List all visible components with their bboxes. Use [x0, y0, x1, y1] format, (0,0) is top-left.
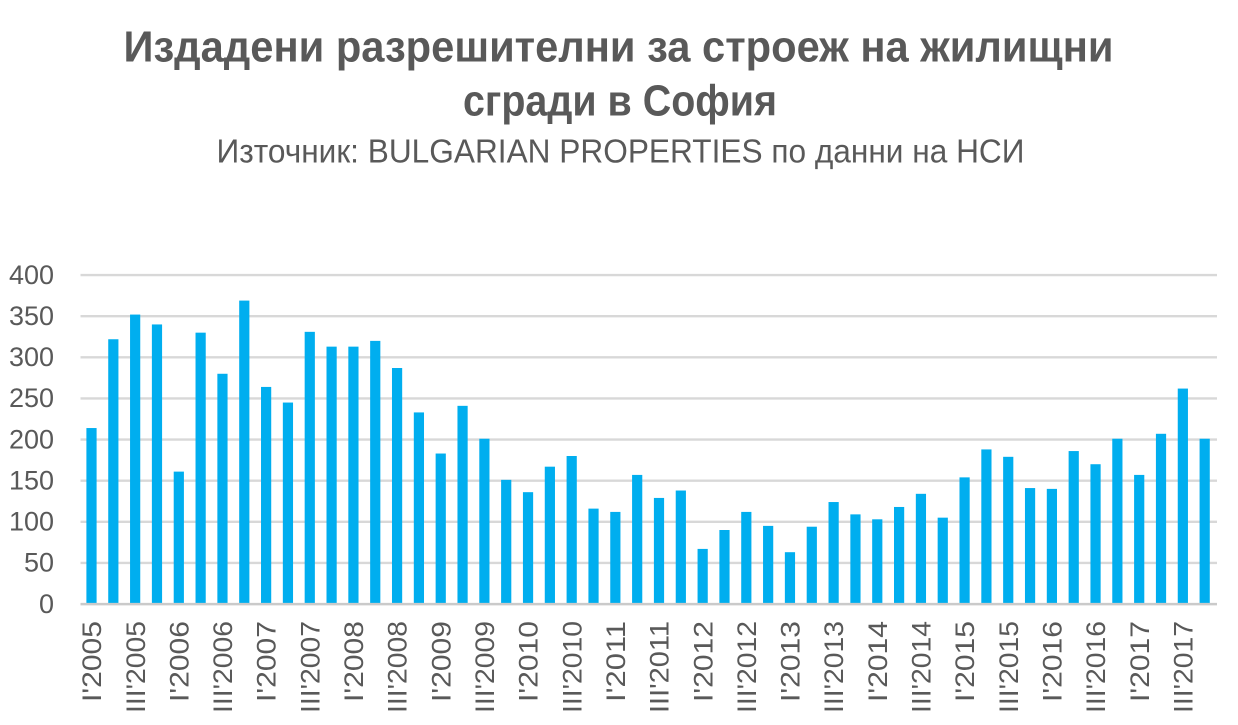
svg-text:III'2017: III'2017: [1168, 621, 1198, 713]
svg-text:I'2014: I'2014: [863, 621, 893, 702]
svg-text:150: 150: [9, 465, 54, 495]
svg-text:сгради в София: сгради в София: [463, 77, 777, 126]
svg-text:I'2012: I'2012: [688, 621, 718, 702]
svg-text:I'2007: I'2007: [252, 621, 282, 702]
svg-text:I'2008: I'2008: [339, 621, 369, 702]
svg-text:III'2008: III'2008: [383, 621, 413, 713]
svg-text:I'2013: I'2013: [776, 621, 806, 702]
svg-text:III'2016: III'2016: [1081, 621, 1111, 713]
svg-text:III'2014: III'2014: [907, 621, 937, 713]
svg-text:I'2016: I'2016: [1037, 621, 1067, 702]
svg-text:300: 300: [9, 342, 54, 372]
svg-text:Източник: BULGARIAN PROPERTIES: Източник: BULGARIAN PROPERTIES по данни …: [217, 133, 1025, 170]
svg-text:50: 50: [24, 548, 54, 578]
svg-text:III'2009: III'2009: [470, 621, 500, 713]
svg-text:350: 350: [9, 301, 54, 331]
svg-text:I'2011: I'2011: [601, 621, 631, 702]
svg-text:I'2017: I'2017: [1125, 621, 1155, 702]
svg-text:I'2006: I'2006: [164, 621, 194, 702]
svg-text:200: 200: [9, 424, 54, 454]
svg-text:III'2015: III'2015: [994, 621, 1024, 713]
svg-text:I'2009: I'2009: [426, 621, 456, 702]
svg-text:100: 100: [9, 507, 54, 537]
svg-text:I'2010: I'2010: [514, 621, 544, 702]
svg-text:III'2011: III'2011: [645, 621, 675, 713]
svg-text:Издадени разрешителни за строе: Издадени разрешителни за строеж на жилищ…: [124, 23, 1114, 72]
svg-text:III'2005: III'2005: [121, 621, 151, 713]
svg-text:0: 0: [39, 589, 54, 619]
svg-text:III'2013: III'2013: [819, 621, 849, 713]
svg-text:400: 400: [9, 260, 54, 290]
svg-text:250: 250: [9, 383, 54, 413]
svg-text:III'2007: III'2007: [295, 621, 325, 713]
svg-text:III'2010: III'2010: [557, 621, 587, 713]
svg-text:I'2015: I'2015: [950, 621, 980, 702]
svg-text:III'2006: III'2006: [208, 621, 238, 713]
svg-text:I'2005: I'2005: [77, 621, 107, 702]
svg-text:III'2012: III'2012: [732, 621, 762, 713]
